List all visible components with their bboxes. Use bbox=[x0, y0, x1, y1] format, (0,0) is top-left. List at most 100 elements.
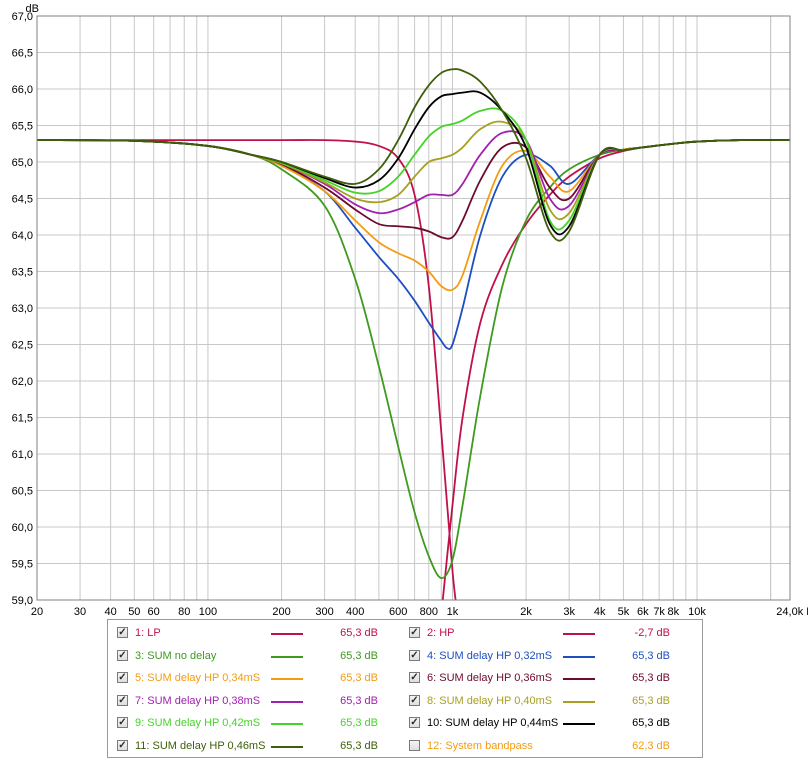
x-tick-label: 20 bbox=[31, 606, 43, 618]
x-tick-label: 10k bbox=[688, 606, 706, 618]
legend-item: 12: System bandpass 62,3 dB bbox=[408, 736, 698, 758]
x-tick-label: 1k bbox=[447, 606, 459, 618]
grid bbox=[36, 15, 790, 601]
series-line-1 bbox=[37, 139, 457, 600]
legend-label: 12: System bandpass bbox=[427, 739, 533, 752]
legend-item: ✓ 4: SUM delay HP 0,32mS 65,3 dB bbox=[408, 646, 698, 668]
x-tick-label: 3k bbox=[563, 606, 575, 618]
y-tick-label: 64,0 bbox=[12, 230, 33, 242]
y-tick-label: 59,5 bbox=[12, 559, 33, 571]
legend-value: -2,7 dB bbox=[634, 627, 670, 639]
legend-item: ✓ 8: SUM delay HP 0,40mS 65,3 dB bbox=[408, 691, 698, 713]
legend-item: ✓ 5: SUM delay HP 0,34mS 65,3 dB bbox=[116, 668, 406, 690]
legend-label: 2: HP bbox=[427, 627, 455, 639]
y-tick-label: 62,5 bbox=[12, 340, 33, 352]
frequency-response-chart: 59,0 59,5 60,0 60,5 61,0 61,5 62,0 62,5 63,0 63,5… bbox=[12, 3, 808, 618]
legend-checkbox[interactable]: ✓ bbox=[409, 627, 420, 638]
legend-value: 65,3 dB bbox=[340, 649, 378, 662]
axes: 59,0 59,5 60,0 60,5 61,0 61,5 62,0 62,5 63,0 63,5… bbox=[12, 3, 808, 618]
plot-frame bbox=[36, 15, 791, 601]
legend-checkbox[interactable]: ✓ bbox=[117, 672, 128, 683]
legend-value: 65,3 dB bbox=[632, 649, 670, 662]
x-tick-label: 80 bbox=[178, 606, 190, 618]
y-tick-label: 62,0 bbox=[12, 376, 33, 388]
legend-label: 5: SUM delay HP 0,34mS bbox=[135, 672, 261, 684]
y-tick-label: 63,5 bbox=[12, 267, 33, 279]
legend-checkbox[interactable]: ✓ bbox=[117, 694, 128, 706]
legend-swatch bbox=[271, 678, 303, 680]
x-tick-label: 30 bbox=[74, 606, 86, 618]
x-tick-label: 2k bbox=[520, 606, 532, 618]
legend-checkbox[interactable]: ✓ bbox=[117, 649, 128, 661]
legend-swatch bbox=[271, 655, 303, 658]
x-tick-label: 8k bbox=[668, 606, 680, 618]
y-axis-unit-label: dB bbox=[26, 3, 39, 15]
x-tick-label: 7k bbox=[653, 606, 665, 618]
legend-swatch bbox=[271, 700, 303, 703]
legend-label: 10: SUM delay HP 0,44mS bbox=[427, 717, 559, 729]
legend-value: 65,3 dB bbox=[632, 694, 670, 707]
series-line-9 bbox=[37, 107, 790, 231]
y-tick-label: 66,5 bbox=[12, 48, 33, 60]
series-line-4 bbox=[37, 139, 790, 350]
legend-checkbox[interactable]: ✓ bbox=[117, 627, 128, 638]
y-tick-label: 65,0 bbox=[12, 157, 33, 169]
y-tick-label: 64,5 bbox=[12, 194, 33, 206]
legend-swatch bbox=[271, 723, 303, 725]
legend-value: 65,3 dB bbox=[340, 627, 378, 639]
legend-panel: ✓ 1: LP 65,3 dB ✓ 2: HP -2,7 dB ✓ 3: SUM no del… bbox=[107, 619, 703, 758]
legend-item: ✓ 3: SUM no delay 65,3 dB bbox=[116, 646, 406, 668]
y-tick-label: 61,0 bbox=[12, 449, 33, 461]
legend-checkbox[interactable]: ✓ bbox=[409, 672, 420, 683]
y-tick-label: 59,0 bbox=[12, 595, 33, 607]
legend-value: 65,3 dB bbox=[632, 717, 670, 729]
x-tick-label: 200 bbox=[272, 606, 290, 618]
legend-label: 8: SUM delay HP 0,40mS bbox=[427, 694, 553, 707]
x-tick-label: 24,0k Hz bbox=[776, 606, 808, 618]
legend-item: ✓ 1: LP 65,3 dB bbox=[116, 623, 406, 645]
legend-checkbox[interactable] bbox=[409, 739, 420, 751]
legend-swatch bbox=[563, 723, 595, 725]
legend-checkbox[interactable]: ✓ bbox=[117, 717, 128, 728]
y-tick-label: 65,5 bbox=[12, 121, 33, 133]
legend-checkbox[interactable]: ✓ bbox=[409, 717, 420, 728]
x-tick-label: 5k bbox=[618, 606, 630, 618]
legend-value: 65,3 dB bbox=[340, 717, 378, 729]
legend-label: 11: SUM delay HP 0,46mS bbox=[135, 739, 266, 752]
series-line-2 bbox=[441, 139, 790, 600]
legend-swatch bbox=[271, 633, 303, 635]
y-tick-label: 63,0 bbox=[12, 303, 33, 315]
series-line-10 bbox=[37, 90, 790, 236]
legend-checkbox[interactable]: ✓ bbox=[409, 694, 420, 706]
legend-swatch bbox=[563, 655, 595, 658]
x-tick-label: 100 bbox=[199, 606, 217, 618]
legend-item: ✓ 9: SUM delay HP 0,42mS 65,3 dB bbox=[116, 713, 406, 735]
x-tick-label: 50 bbox=[128, 606, 140, 618]
series-line-11 bbox=[37, 68, 790, 242]
y-tick-label: 66,0 bbox=[12, 84, 33, 96]
legend-label: 1: LP bbox=[135, 627, 161, 639]
x-tick-label: 300 bbox=[315, 606, 333, 618]
legend-checkbox[interactable]: ✓ bbox=[117, 739, 128, 751]
x-tick-label: 60 bbox=[148, 606, 160, 618]
x-tick-label: 600 bbox=[389, 606, 407, 618]
legend-item: ✓ 2: HP -2,7 dB bbox=[408, 623, 698, 645]
legend-label: 4: SUM delay HP 0,32mS bbox=[427, 649, 553, 662]
x-tick-label: 4k bbox=[594, 606, 606, 618]
series-line-8 bbox=[37, 120, 790, 221]
legend-label: 9: SUM delay HP 0,42mS bbox=[135, 717, 261, 729]
legend-label: 7: SUM delay HP 0,38mS bbox=[135, 694, 261, 707]
legend-value: 65,3 dB bbox=[632, 672, 670, 684]
x-tick-label: 6k bbox=[637, 606, 649, 618]
legend-swatch bbox=[563, 700, 595, 703]
x-tick-label: 400 bbox=[346, 606, 364, 618]
x-tick-label: 800 bbox=[420, 606, 438, 618]
legend-swatch bbox=[563, 633, 595, 635]
legend-swatch bbox=[563, 678, 595, 680]
y-tick-label: 67,0 bbox=[12, 11, 33, 23]
series-line-5 bbox=[37, 139, 790, 292]
legend-value: 65,3 dB bbox=[340, 672, 378, 684]
series-lines bbox=[37, 68, 790, 600]
legend-checkbox[interactable]: ✓ bbox=[409, 649, 420, 661]
y-tick-label: 61,5 bbox=[12, 413, 33, 425]
